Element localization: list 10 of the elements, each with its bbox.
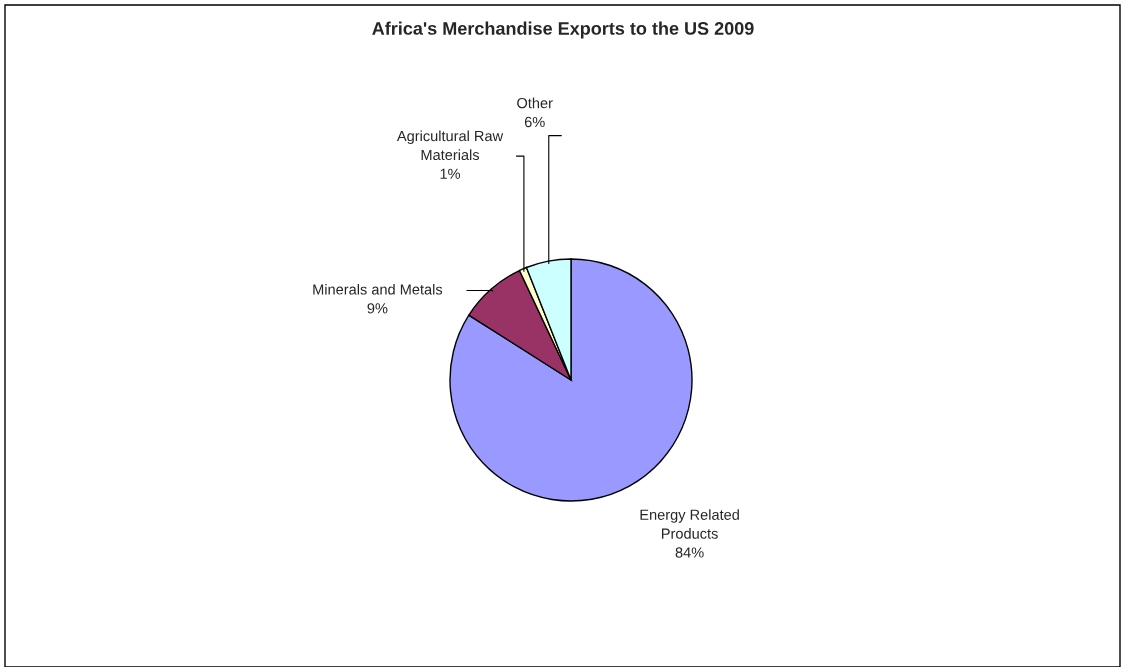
- pie-slice: [449, 258, 693, 502]
- data-label: 1%: [440, 168, 461, 179]
- chart-title: Africa's Merchandise Exports to the US 2009: [372, 21, 754, 39]
- data-label: 9%: [367, 303, 388, 314]
- data-label: 6%: [524, 116, 545, 128]
- legend-label: Minerals and Metals: [313, 283, 443, 295]
- slice-label: Agricultural Raw Materials: [396, 130, 504, 161]
- slice-label: Other: [517, 97, 553, 109]
- slice-label: Energy Related Products: [640, 509, 739, 539]
- data-label: 84%: [675, 547, 704, 558]
